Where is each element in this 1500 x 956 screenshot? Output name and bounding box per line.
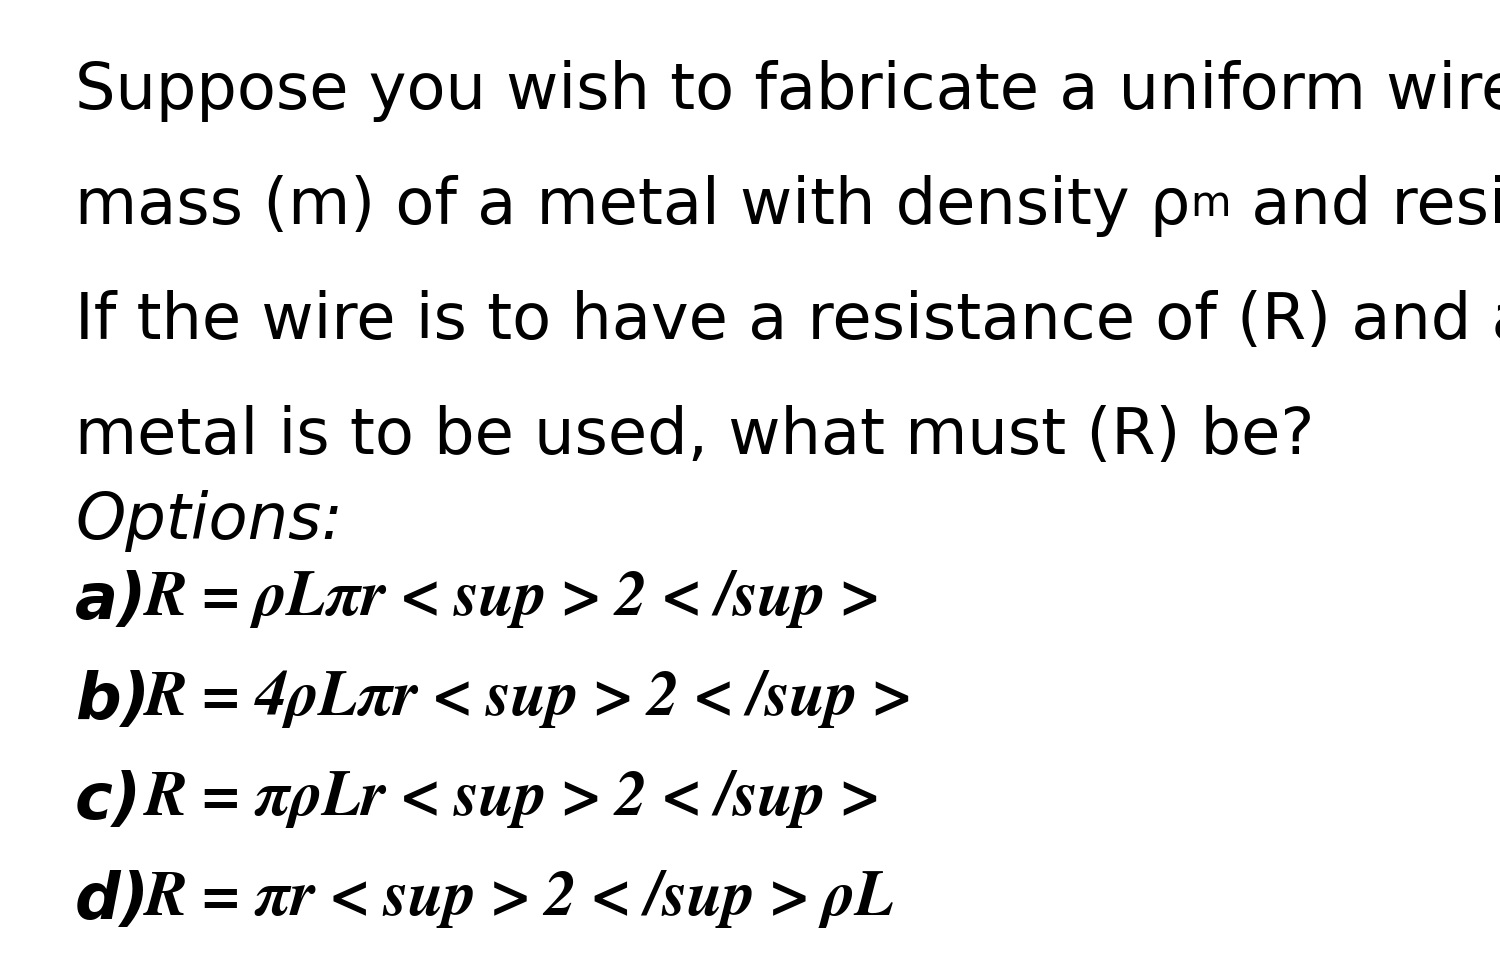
Text: R = 4ρLπr < sup > 2 < /sup >: R = 4ρLπr < sup > 2 < /sup > (146, 670, 910, 728)
Text: R = πρLr < sup > 2 < /sup >: R = πρLr < sup > 2 < /sup > (146, 770, 879, 828)
Text: and resistivity ρ.: and resistivity ρ. (1232, 175, 1500, 237)
Text: b): b) (75, 670, 150, 732)
Text: c): c) (75, 770, 142, 832)
Text: d): d) (75, 870, 150, 932)
Text: R = ρLπr < sup > 2 < /sup >: R = ρLπr < sup > 2 < /sup > (146, 570, 879, 628)
Text: Options:: Options: (75, 490, 344, 552)
Text: mass (m) of a metal with density ρ: mass (m) of a metal with density ρ (75, 175, 1191, 237)
Text: metal is to be used, what must (R) be?: metal is to be used, what must (R) be? (75, 405, 1314, 467)
Text: a): a) (75, 570, 147, 632)
Text: If the wire is to have a resistance of (R) and all the: If the wire is to have a resistance of (… (75, 290, 1500, 352)
Text: m: m (1191, 184, 1231, 226)
Text: R = πr < sup > 2 < /sup > ρL: R = πr < sup > 2 < /sup > ρL (146, 870, 896, 928)
Text: Suppose you wish to fabricate a uniform wire from a: Suppose you wish to fabricate a uniform … (75, 60, 1500, 122)
